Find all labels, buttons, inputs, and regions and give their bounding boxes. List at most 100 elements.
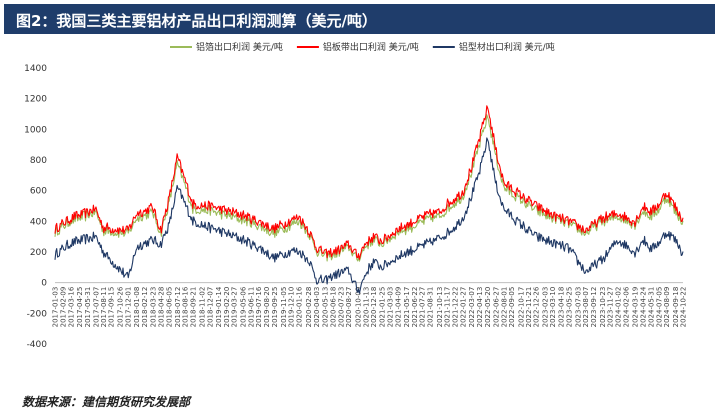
x-axis: 2017-01-03 2017-02-09 2017-03-16 2017-04-25… <box>52 282 688 328</box>
x-tick-label: 2023-07-03 <box>574 287 582 328</box>
x-tick-label: 2019-03-27 <box>231 287 239 328</box>
x-tick-label: 2019-01-14 <box>215 286 223 327</box>
x-tick-label: 2021-05-17 <box>403 287 411 328</box>
legend-label-1: 铝箔出口利润 美元/吨 <box>196 41 283 53</box>
x-tick-label: 2018-04-28 <box>157 287 165 328</box>
x-tick-label: 2024-10-22 <box>680 287 688 328</box>
x-tick-label: 2022-03-07 <box>468 287 476 328</box>
x-tick-label: 2023-03-10 <box>549 287 557 328</box>
x-tick-label: 2018-02-12 <box>141 287 149 328</box>
x-tick-label: 2018-12-07 <box>206 287 214 328</box>
x-tick-label: 2018-09-21 <box>189 287 197 328</box>
x-tick-label: 2023-11-27 <box>607 287 615 328</box>
x-tick-label: 2019-08-20 <box>263 287 271 328</box>
x-tick-label: 2017-07-07 <box>92 287 100 328</box>
x-tick-label: 2017-05-31 <box>84 287 92 328</box>
x-tick-label: 2017-09-15 <box>108 287 116 328</box>
x-tick-label: 2021-03-03 <box>387 287 395 328</box>
x-tick-label: 2022-01-27 <box>459 287 467 328</box>
x-tick-label: 2017-01-03 <box>52 287 60 328</box>
x-tick-label: 2020-08-27 <box>345 287 353 328</box>
x-tick-label: 2023-09-12 <box>590 287 598 328</box>
legend: 铝箔出口利润 美元/吨 铝板带出口利润 美元/吨 铝型材出口利润 美元/吨 <box>170 41 555 53</box>
x-tick-label: 2021-06-22 <box>411 287 419 328</box>
chart-title: 图2：我国三类主要铝材产品出口利润测算（美元/吨） <box>16 12 377 30</box>
x-tick-label: 2021-12-22 <box>451 287 459 328</box>
x-tick-label: 2017-12-01 <box>125 287 133 328</box>
x-tick-label: 2023-08-07 <box>582 287 590 328</box>
y-axis: -400 -200 0 200 400 600 800 1000 1200 1400 <box>24 64 47 350</box>
y-tick-label: -200 <box>27 309 48 319</box>
y-tick-label: 400 <box>30 217 47 227</box>
x-tick-label: 2024-05-31 <box>648 287 656 328</box>
x-tick-label: 2022-08-01 <box>500 287 508 328</box>
x-tick-label: 2022-12-26 <box>533 286 541 327</box>
x-tick-label: 2022-11-21 <box>525 287 533 328</box>
x-tick-label: 2018-01-08 <box>133 287 141 328</box>
series-lines <box>54 105 684 294</box>
chart-area: 铝箔出口利润 美元/吨 铝板带出口利润 美元/吨 铝型材出口利润 美元/吨 -400… <box>24 41 688 350</box>
x-tick-label: 2024-07-05 <box>655 287 663 328</box>
x-tick-label: 2022-09-05 <box>508 287 516 328</box>
x-tick-label: 2017-02-09 <box>60 287 68 328</box>
series-line-2 <box>54 105 684 260</box>
x-tick-label: 2019-07-16 <box>255 286 263 327</box>
x-tick-label: 2021-11-17 <box>444 287 452 328</box>
x-tick-label: 2022-10-17 <box>517 287 525 328</box>
source-note: 数据来源：建信期货研究发展部 <box>22 395 191 409</box>
x-tick-label: 2021-10-13 <box>436 287 444 328</box>
x-tick-label: 2023-10-23 <box>599 287 607 328</box>
x-tick-label: 2019-09-25 <box>271 287 279 328</box>
x-tick-label: 2022-04-13 <box>476 287 484 328</box>
x-tick-label: 2020-06-18 <box>330 287 338 328</box>
title-bar: 图2：我国三类主要铝材产品出口利润测算（美元/吨） <box>4 4 715 34</box>
y-tick-label: 0 <box>41 279 47 289</box>
y-tick-label: 600 <box>30 187 47 197</box>
x-tick-label: 2023-04-18 <box>558 287 566 328</box>
y-tick-label: 1400 <box>24 64 47 74</box>
legend-label-2: 铝板带出口利润 美元/吨 <box>323 41 419 53</box>
x-tick-label: 2024-08-09 <box>663 287 671 328</box>
x-tick-label: 2024-03-19 <box>632 287 640 328</box>
x-tick-label: 2021-01-25 <box>378 287 386 328</box>
x-tick-label: 2018-03-23 <box>149 287 157 328</box>
x-tick-label: 2024-02-06 <box>622 286 630 327</box>
x-tick-label: 2019-05-06 <box>240 286 248 327</box>
y-tick-label: 800 <box>30 156 47 166</box>
x-tick-label: 2020-10-09 <box>355 287 363 328</box>
x-tick-label: 2024-09-18 <box>672 287 680 328</box>
x-tick-label: 2019-02-20 <box>223 287 231 328</box>
x-tick-label: 2020-12-18 <box>370 287 378 328</box>
x-tick-label: 2020-11-13 <box>362 287 370 328</box>
y-tick-label: 200 <box>30 248 47 258</box>
x-tick-label: 2020-01-16 <box>296 286 304 327</box>
x-tick-label: 2021-04-09 <box>395 287 403 328</box>
x-tick-label: 2021-07-27 <box>419 287 427 328</box>
x-tick-label: 2018-08-16 <box>182 286 190 327</box>
x-tick-label: 2017-10-26 <box>117 286 125 327</box>
series-line-3 <box>54 137 684 294</box>
legend-label-3: 铝型材出口利润 美元/吨 <box>459 41 555 53</box>
y-tick-label: -400 <box>27 340 48 350</box>
x-tick-label: 2022-06-27 <box>493 287 501 328</box>
y-tick-label: 1200 <box>24 95 47 105</box>
x-tick-label: 2024-04-24 <box>640 286 648 327</box>
x-tick-label: 2020-07-23 <box>337 287 345 328</box>
x-tick-label: 2020-04-03 <box>313 287 321 328</box>
x-tick-label: 2019-12-10 <box>288 287 296 328</box>
x-tick-label: 2023-05-25 <box>566 287 574 328</box>
x-tick-label: 2018-11-02 <box>199 287 207 328</box>
y-tick-label: 1000 <box>24 125 47 135</box>
x-tick-label: 2018-07-12 <box>174 287 182 328</box>
x-tick-label: 2023-02-03 <box>541 287 549 328</box>
x-tick-label: 2017-04-25 <box>76 287 84 328</box>
x-tick-label: 2020-02-28 <box>305 287 313 328</box>
x-tick-label: 2020-05-13 <box>322 287 330 328</box>
x-tick-label: 2021-08-31 <box>426 287 434 328</box>
x-tick-label: 2024-01-02 <box>615 287 623 328</box>
x-tick-label: 2017-03-16 <box>67 286 75 327</box>
x-tick-label: 2018-06-05 <box>166 287 174 328</box>
x-tick-label: 2019-11-05 <box>280 287 288 328</box>
x-tick-label: 2022-05-20 <box>484 287 492 328</box>
x-tick-label: 2019-06-11 <box>247 287 255 328</box>
